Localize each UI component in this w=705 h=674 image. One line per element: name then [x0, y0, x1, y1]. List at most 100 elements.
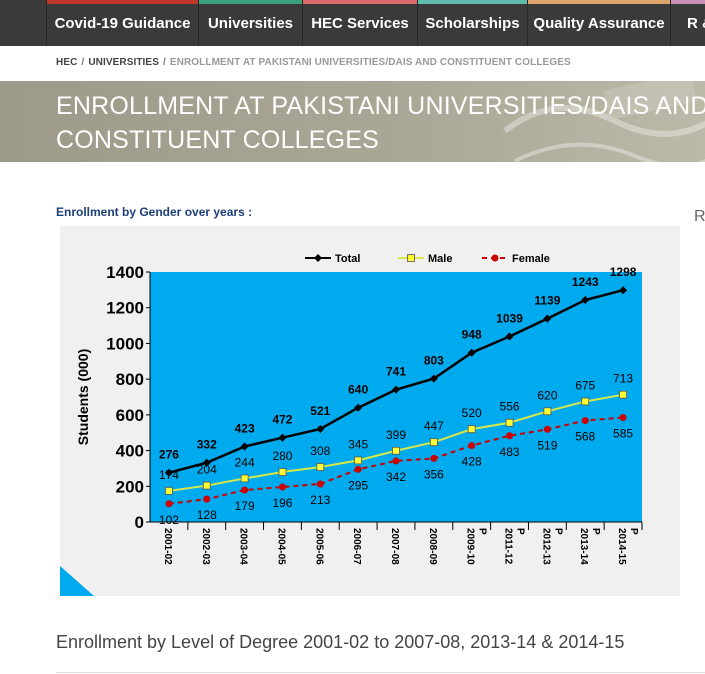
nav-item-scholarships[interactable]: Scholarships	[417, 0, 527, 46]
data-label-total: 423	[235, 421, 255, 435]
data-label-female: 356	[424, 467, 444, 481]
y-tick-label: 600	[116, 406, 144, 425]
x-tick-label-suffix: P	[515, 528, 526, 535]
page-banner: ENROLLMENT AT PAKISTANI UNIVERSITIES/DAI…	[0, 81, 705, 162]
data-label-female: 213	[310, 493, 330, 507]
nav-accent-bar	[303, 0, 417, 4]
nav-accent-bar	[528, 0, 670, 4]
data-point-female	[392, 457, 400, 465]
data-label-female: 196	[272, 496, 292, 510]
data-point-male	[392, 446, 400, 455]
y-tick-label: 200	[116, 477, 144, 496]
data-point-female	[354, 465, 362, 473]
x-tick-label-suffix: P	[477, 528, 488, 535]
data-label-total: 332	[197, 438, 217, 452]
x-tick-label: 2011-12	[503, 528, 514, 565]
legend-marker-total	[314, 254, 322, 262]
data-label-total: 521	[310, 404, 330, 418]
data-point-male	[354, 456, 363, 465]
x-tick-label: 2004-05	[275, 528, 286, 565]
data-point-female	[619, 414, 627, 422]
data-point-male	[543, 407, 552, 416]
nav-item-hec-services[interactable]: HEC Services	[302, 0, 417, 46]
data-point-male	[429, 438, 438, 447]
enrollment-chart: 0 200 400 600 800 1000 1200 1400 Students (000) 2…	[60, 226, 680, 596]
top-navigation: Covid-19 Guidance Universities HEC Servi…	[0, 0, 705, 46]
data-label-total: 948	[462, 328, 482, 342]
section-heading-degree-level: Enrollment by Level of Degree 2001-02 to…	[56, 632, 625, 652]
nav-item-universities[interactable]: Universities	[198, 0, 302, 46]
legend-label-female: Female	[512, 253, 550, 265]
chart-svg: 0 200 400 600 800 1000 1200 1400 Students (000) 2…	[60, 226, 680, 596]
data-label-total: 276	[159, 448, 179, 462]
data-label-female: 295	[348, 478, 368, 492]
data-point-female	[506, 432, 514, 440]
sidebar-heading-fragment: R	[694, 208, 705, 225]
data-label-female: 428	[462, 455, 482, 469]
x-tick-label: 2003-04	[238, 528, 249, 565]
data-label-male: 556	[500, 400, 520, 414]
data-label-female: 102	[159, 513, 179, 527]
data-label-male: 675	[575, 378, 595, 392]
data-label-female: 179	[235, 499, 255, 513]
nav-item-label: R &	[687, 14, 705, 32]
breadcrumb-link-hec[interactable]: HEC	[56, 57, 78, 68]
data-label-female: 342	[386, 470, 406, 484]
nav-accent-bar	[47, 0, 198, 4]
data-point-total	[354, 403, 363, 412]
data-point-total	[202, 458, 211, 467]
data-label-total: 1039	[496, 311, 523, 325]
data-label-female: 585	[613, 427, 633, 441]
data-label-male: 713	[613, 372, 633, 386]
data-point-male	[278, 468, 287, 476]
legend-label-male: Male	[428, 253, 452, 265]
data-point-total	[164, 468, 173, 477]
y-tick-label: 1000	[106, 334, 144, 353]
legend-marker-female	[491, 254, 499, 262]
x-tick-label: 2005-06	[313, 528, 324, 565]
data-label-total: 803	[424, 354, 444, 368]
breadcrumb-link-universities[interactable]: UNIVERSITIES	[88, 57, 159, 68]
x-tick-label: 2014-15	[616, 528, 627, 565]
legend-label-total: Total	[335, 253, 360, 265]
y-tick-label: 0	[135, 513, 144, 532]
x-tick-label-suffix: P	[590, 528, 601, 535]
data-label-male: 345	[348, 437, 368, 451]
x-tick-label: 2008-09	[427, 528, 438, 565]
y-tick-label: 400	[116, 442, 144, 461]
nav-item-label: HEC Services	[311, 14, 409, 32]
y-tick-label: 1400	[106, 263, 144, 282]
data-label-male: 447	[424, 419, 444, 433]
data-point-male	[581, 397, 590, 406]
breadcrumb-separator: /	[81, 57, 85, 68]
data-label-male: 620	[537, 388, 557, 402]
nav-item-label: Universities	[207, 14, 294, 32]
nav-item-label: Covid-19 Guidance	[54, 14, 191, 32]
y-tick-label: 1200	[106, 299, 144, 318]
section-label: Enrollment by Gender over years :	[56, 205, 253, 219]
x-tick-label: 2006-07	[351, 528, 362, 565]
x-tick-label: 2012-13	[540, 528, 551, 565]
banner-decoration	[503, 81, 705, 162]
data-point-male	[619, 390, 627, 399]
nav-item-quality-assurance[interactable]: Quality Assurance	[527, 0, 670, 46]
x-tick-label-suffix: P	[552, 528, 563, 535]
data-point-female	[543, 425, 551, 433]
data-point-female	[430, 454, 438, 462]
x-tick-label: 2009-10	[465, 528, 476, 565]
corner-decoration	[60, 566, 94, 596]
data-label-total: 1243	[572, 275, 599, 289]
data-label-female: 483	[500, 445, 520, 459]
data-point-female	[581, 417, 589, 425]
data-label-male: 399	[386, 428, 406, 442]
data-point-male	[240, 474, 249, 483]
data-label-male: 244	[235, 455, 255, 469]
data-point-female	[278, 483, 286, 491]
data-point-total	[543, 314, 552, 323]
data-point-total	[316, 424, 325, 433]
data-label-male: 520	[462, 406, 482, 420]
nav-item-research[interactable]: R &	[670, 0, 705, 46]
nav-accent-bar	[671, 0, 705, 4]
data-label-male: 174	[159, 468, 179, 482]
nav-item-covid-guidance[interactable]: Covid-19 Guidance	[46, 0, 198, 46]
